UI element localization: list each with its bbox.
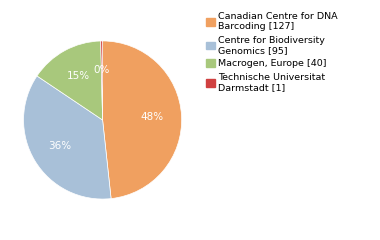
Text: 36%: 36% (48, 141, 71, 151)
Text: 15%: 15% (67, 71, 90, 81)
Text: 0%: 0% (94, 65, 110, 75)
Legend: Canadian Centre for DNA
Barcoding [127], Centre for Biodiversity
Genomics [95], : Canadian Centre for DNA Barcoding [127],… (206, 12, 338, 92)
Wedge shape (103, 41, 182, 198)
Wedge shape (24, 76, 111, 199)
Wedge shape (37, 41, 103, 120)
Text: 48%: 48% (141, 112, 164, 122)
Wedge shape (101, 41, 103, 120)
